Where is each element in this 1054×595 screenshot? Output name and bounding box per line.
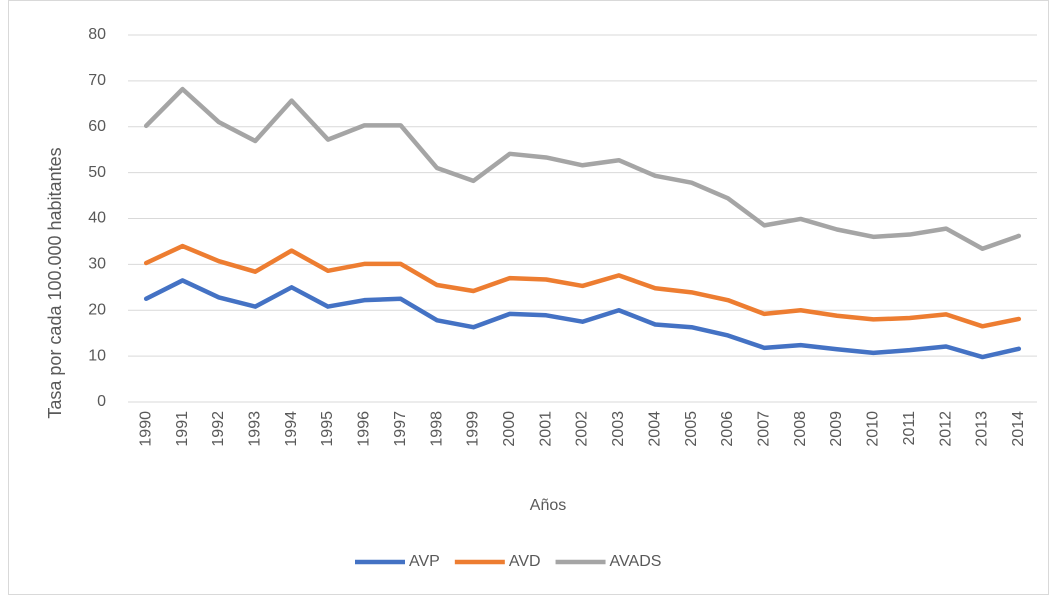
x-tick-label: 1996: [356, 411, 373, 447]
x-tick-label: 2003: [610, 411, 627, 447]
y-tick-label: 40: [88, 210, 106, 227]
y-axis-label: Tasa por cada 100.000 habitantes: [45, 147, 65, 418]
x-tick-label: 1998: [428, 411, 445, 447]
x-tick-label: 1991: [174, 411, 191, 447]
x-tick-label: 1994: [283, 411, 300, 447]
x-tick-label: 2013: [974, 411, 991, 447]
x-tick-label: 2008: [792, 411, 809, 447]
x-tick-label: 2010: [865, 411, 882, 447]
x-tick-label: 1993: [246, 411, 263, 447]
legend-label: AVP: [409, 553, 440, 570]
x-tick-label: 2012: [937, 411, 954, 447]
x-tick-label: 2000: [501, 411, 518, 447]
y-tick-label: 10: [88, 347, 106, 364]
x-tick-label: 1999: [465, 411, 482, 447]
data-line: [143, 278, 1022, 360]
x-tick-label: 2009: [828, 411, 845, 447]
y-tick-label: 80: [88, 26, 106, 43]
y-tick-label: 60: [88, 118, 106, 135]
y-tick-label: 0: [97, 393, 106, 410]
x-tick-label: 2014: [1010, 411, 1027, 447]
legend-label: AVADS: [610, 553, 662, 570]
x-tick-label: 2004: [646, 411, 663, 447]
y-tick-label: 20: [88, 301, 106, 318]
x-tick-label: 2001: [537, 411, 554, 447]
data-line: [143, 243, 1022, 329]
x-tick-label: 1995: [319, 411, 336, 447]
y-tick-label: 50: [88, 164, 106, 181]
x-tick-label: 1990: [137, 411, 154, 447]
chart-frame: [8, 0, 1049, 595]
x-tick-label: 2002: [574, 411, 591, 447]
data-line: [143, 86, 1022, 252]
x-tick-label: 2006: [719, 411, 736, 447]
y-tick-label: 30: [88, 256, 106, 273]
legend-label: AVD: [509, 553, 541, 570]
x-tick-label: 1992: [210, 411, 227, 447]
y-tick-label: 70: [88, 72, 106, 89]
x-tick-label: 2005: [683, 411, 700, 447]
x-tick-label: 1997: [392, 411, 409, 447]
x-tick-label: 2011: [901, 411, 918, 446]
x-tick-label: 2007: [756, 411, 773, 447]
x-axis-label: Años: [530, 497, 566, 514]
